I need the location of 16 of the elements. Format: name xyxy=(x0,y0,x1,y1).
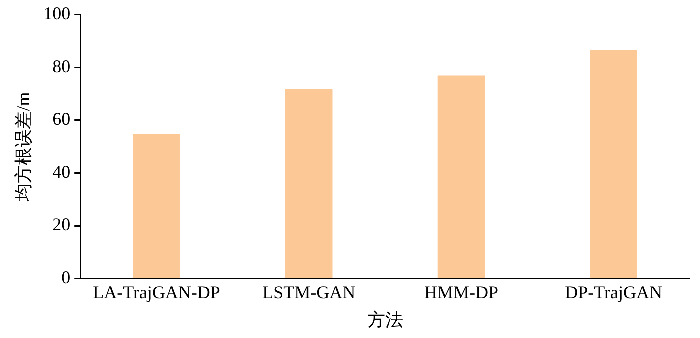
y-tick-label: 100 xyxy=(44,4,71,24)
bar xyxy=(133,134,180,278)
y-tick-label: 80 xyxy=(52,56,71,76)
y-tick-label: 0 xyxy=(62,268,71,288)
bar xyxy=(438,76,486,278)
x-tick-label: HMM-DP xyxy=(424,282,498,302)
y-tick-label: 40 xyxy=(52,162,71,182)
x-tick-label: DP-TrajGAN xyxy=(565,282,663,302)
x-tick-label: LA-TrajGAN-DP xyxy=(93,282,220,302)
y-tick-label: 60 xyxy=(52,109,71,130)
bar xyxy=(286,90,333,278)
y-axis-title: 均方根误差/m xyxy=(14,92,34,202)
bar xyxy=(590,50,638,278)
y-tick-label: 20 xyxy=(52,214,71,235)
x-axis-title: 方法 xyxy=(367,310,404,330)
x-tick-label: LSTM-GAN xyxy=(262,282,356,302)
